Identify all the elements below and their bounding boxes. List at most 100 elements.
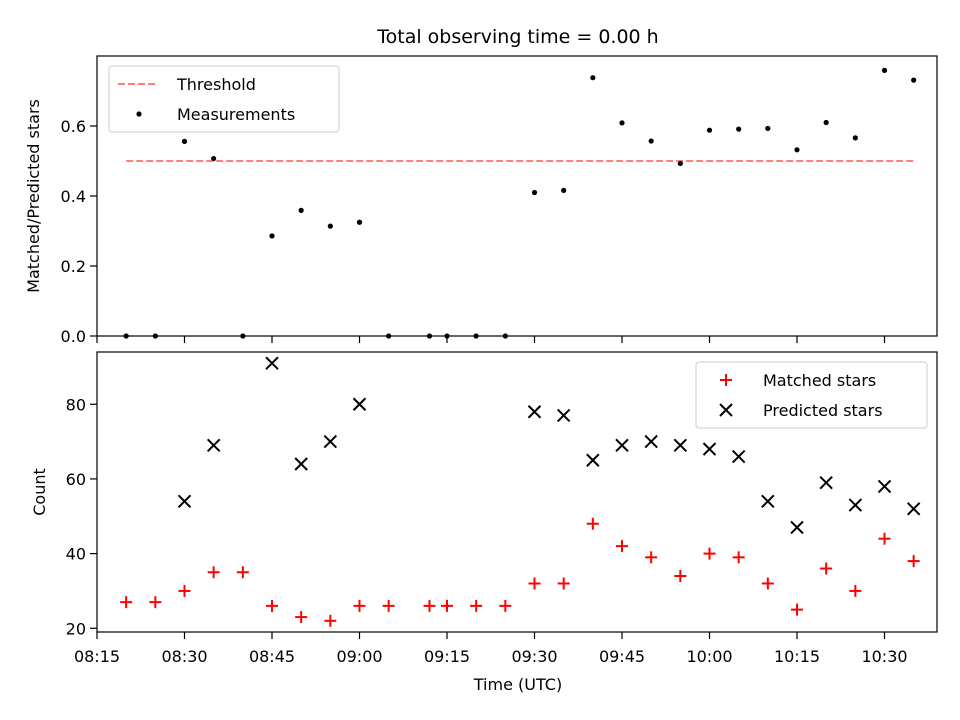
legend-predicted-swatch: [719, 403, 733, 417]
predicted-star-point: [819, 475, 833, 490]
predicted-star-point: [586, 453, 600, 467]
top-x-ticks: [96, 336, 886, 343]
y-tick-label: 0.6: [61, 117, 86, 136]
legend-threshold-label: Threshold: [176, 75, 256, 94]
x-tick-label: 08:30: [161, 647, 207, 666]
bottom-series: [120, 356, 921, 627]
top-legend: Threshold Measurements: [108, 65, 340, 133]
measurement-point: [356, 219, 363, 225]
matched-star-point: [557, 577, 570, 590]
predicted-star-point: [206, 438, 221, 453]
measurement-point: [619, 120, 625, 126]
measurement-point: [298, 207, 304, 213]
bottom-plot-frame: [96, 351, 938, 633]
predicted-star-point: [906, 502, 921, 516]
y-tick-label: 0.0: [61, 327, 86, 346]
predicted-star-point: [731, 449, 746, 464]
bottom-y-axis-label: Count: [30, 468, 49, 516]
predicted-star-point: [615, 438, 629, 453]
matched-star-point: [761, 577, 774, 590]
matched-star-point: [441, 599, 453, 612]
measurement-point: [561, 187, 567, 193]
x-tick-label: 09:00: [336, 647, 382, 666]
x-tick-label: 09:30: [511, 647, 557, 666]
matched-star-point: [470, 599, 483, 612]
matched-star-point: [586, 517, 599, 530]
measurement-point: [648, 138, 654, 144]
predicted-star-point: [673, 438, 688, 453]
top-panel: 0.0 0.2 0.4 0.6 Matched/Predicted stars Thr…: [24, 55, 938, 346]
matched-star-point: [499, 599, 512, 612]
x-tick-label: 09:15: [424, 647, 470, 666]
measurement-point: [327, 223, 333, 229]
y-tick-label: 20: [66, 619, 86, 638]
matched-star-point: [382, 599, 395, 612]
measurement-point: [823, 119, 829, 126]
x-tick-label: 10:30: [861, 647, 907, 666]
matched-star-point: [674, 570, 687, 582]
matched-star-point: [616, 540, 628, 553]
legend-matched-swatch: [720, 374, 732, 386]
x-tick-label: 10:00: [686, 647, 732, 666]
matched-star-point: [236, 566, 249, 579]
matched-star-point: [295, 611, 308, 624]
matched-star-point: [703, 547, 716, 560]
y-tick-label: 40: [66, 545, 86, 564]
y-tick-label: 0.2: [61, 257, 86, 276]
matched-star-point: [149, 596, 162, 609]
predicted-star-point: [527, 405, 542, 419]
measurement-point: [794, 147, 800, 153]
matched-star-point: [849, 584, 862, 597]
top-legend-box: [108, 65, 340, 133]
measurement-point: [181, 138, 188, 144]
measurement-point: [269, 233, 275, 239]
predicted-star-point: [556, 408, 571, 423]
matched-star-point: [120, 596, 133, 609]
measurement-point: [677, 160, 683, 167]
legend-matched-label: Matched stars: [763, 371, 876, 390]
matched-star-point: [423, 599, 436, 612]
top-series: [123, 67, 917, 339]
legend-predicted-label: Predicted stars: [763, 401, 883, 420]
predicted-star-point: [790, 520, 804, 535]
top-plot-frame: [96, 55, 938, 337]
predicted-star-point: [848, 498, 863, 512]
bottom-x-axis-label: Time (UTC): [473, 675, 562, 694]
measurement-point: [590, 75, 596, 81]
legend-measurements-label: Measurements: [177, 105, 295, 124]
predicted-star-point: [352, 397, 367, 411]
measurement-point: [881, 67, 888, 73]
x-tick-label: 08:15: [74, 647, 120, 666]
measurement-point: [211, 155, 217, 162]
matched-star-point: [178, 584, 191, 597]
bottom-legend-box: [695, 361, 928, 429]
y-tick-label: 60: [66, 470, 86, 489]
measurement-point: [911, 77, 917, 83]
matched-star-point: [878, 532, 891, 545]
matched-star-point: [907, 555, 920, 568]
matched-star-point: [324, 614, 337, 627]
x-tick-label: 10:15: [774, 647, 820, 666]
matched-star-point: [353, 599, 366, 612]
top-y-ticks: 0.0 0.2 0.4 0.6: [61, 117, 97, 346]
x-tick-label: 09:45: [599, 647, 645, 666]
predicted-star-point: [644, 434, 658, 449]
bottom-y-ticks: 20 40 60 80: [66, 395, 97, 638]
measurement-point: [852, 135, 858, 141]
matched-star-point: [266, 599, 278, 612]
predicted-star-point: [265, 356, 279, 370]
matched-star-point: [820, 562, 833, 575]
y-tick-label: 80: [66, 395, 86, 414]
matched-star-point: [732, 551, 745, 564]
matched-star-point: [528, 577, 541, 590]
matched-star-point: [207, 566, 220, 579]
legend-measurements-swatch: [136, 111, 142, 117]
y-tick-label: 0.4: [61, 187, 86, 206]
top-y-axis-label: Matched/Predicted stars: [24, 99, 43, 293]
predicted-star-point: [323, 434, 338, 449]
measurement-point: [736, 126, 742, 132]
predicted-star-point: [177, 494, 192, 509]
matched-star-point: [791, 603, 803, 616]
chart-title: Total observing time = 0.00 h: [376, 26, 658, 48]
